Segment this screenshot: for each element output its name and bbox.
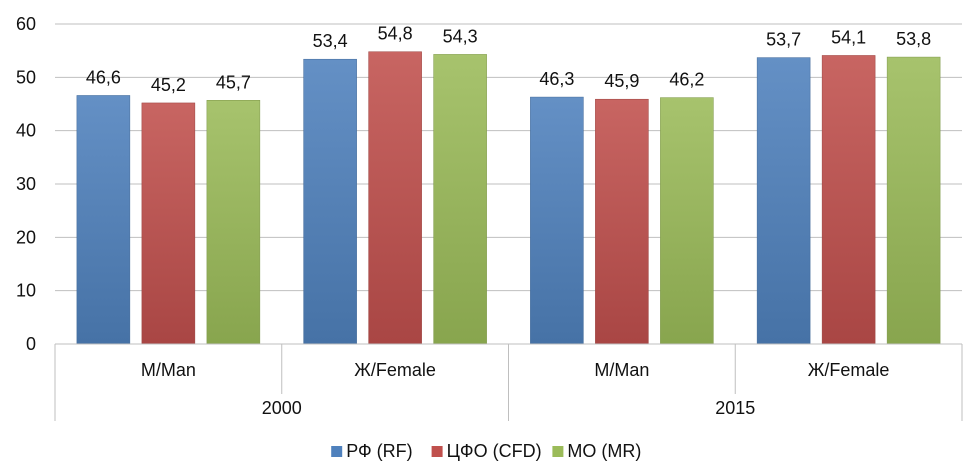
bars (76, 51, 941, 345)
bar (595, 98, 649, 345)
data-label: 45,2 (151, 75, 186, 95)
bar (530, 96, 584, 345)
y-tick-label: 10 (16, 281, 36, 301)
y-tick-label: 0 (26, 334, 36, 354)
x-group-label: 2000 (262, 398, 302, 418)
data-label: 46,2 (669, 70, 704, 90)
bar (756, 57, 811, 345)
data-label: 45,9 (604, 71, 639, 91)
bar (206, 100, 261, 345)
bar (886, 56, 941, 345)
data-label: 54,3 (443, 26, 478, 46)
legend-swatch (331, 446, 343, 457)
y-axis-ticks: 0 10 20 30 40 50 60 (16, 14, 36, 354)
legend-label: РФ (RF) (346, 441, 412, 461)
data-label: 45,7 (216, 72, 251, 92)
data-label: 53,7 (766, 30, 801, 50)
x-axis: М/Man Ж/Female 2000 М/Man Ж/Female 2015 (54, 343, 963, 421)
legend: РФ (RF) ЦФО (CFD) МО (MR) (331, 441, 641, 461)
legend-item: МО (MR) (552, 441, 641, 461)
data-labels: 46,6 45,2 45,7 53,4 54,8 54,3 46,3 45,9 46,2 53,7… (86, 24, 931, 95)
data-label: 46,3 (539, 69, 574, 89)
x-tick-label: М/Man (141, 360, 196, 380)
bar (303, 58, 357, 345)
bar (368, 51, 422, 345)
y-tick-label: 30 (16, 174, 36, 194)
bar (660, 97, 714, 345)
y-tick-label: 60 (16, 14, 36, 34)
x-tick-label: М/Man (594, 360, 649, 380)
legend-swatch (552, 446, 564, 457)
bar (821, 55, 876, 345)
gridlines (55, 23, 962, 345)
x-tick-label: Ж/Female (808, 360, 890, 380)
x-group-label: 2015 (715, 398, 755, 418)
data-label: 46,6 (86, 67, 121, 87)
bar (141, 102, 196, 345)
y-tick-label: 40 (16, 121, 36, 141)
data-label: 54,8 (378, 24, 413, 44)
bar (433, 54, 487, 345)
legend-item: ЦФО (CFD) (431, 441, 542, 461)
legend-label: МО (MR) (567, 441, 641, 461)
x-tick-label: Ж/Female (354, 360, 436, 380)
bar (76, 95, 131, 345)
legend-item: РФ (RF) (331, 441, 413, 461)
legend-label: ЦФО (CFD) (447, 441, 542, 461)
data-label: 53,8 (896, 29, 931, 49)
y-tick-label: 20 (16, 227, 36, 247)
data-label: 53,4 (313, 31, 348, 51)
legend-swatch (431, 446, 443, 457)
y-tick-label: 50 (16, 67, 36, 87)
data-label: 54,1 (831, 27, 866, 47)
